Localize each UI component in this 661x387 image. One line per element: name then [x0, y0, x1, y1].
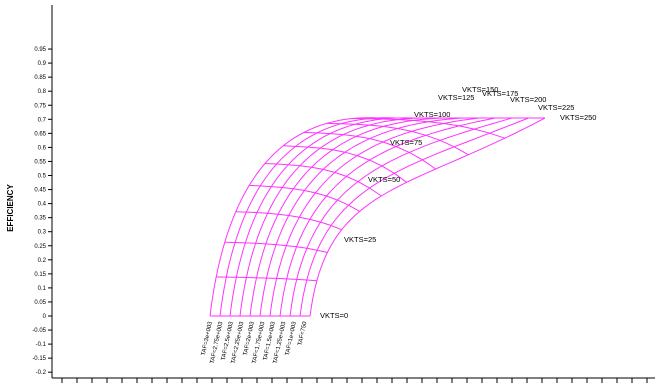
y-tick-label: 0.7 [38, 117, 47, 123]
velocity-label: VKTS=75 [390, 138, 422, 147]
y-axis-label: EFFICIENCY [6, 184, 15, 232]
y-tick-label: 0.85 [34, 75, 46, 81]
y-tick-label: 0.8 [38, 89, 47, 95]
velocity-label: VKTS=25 [344, 235, 376, 244]
velocity-label: VKTS=125 [438, 93, 474, 102]
y-tick-label: -0.1 [36, 342, 47, 348]
y-tick-label: -0.05 [32, 328, 46, 334]
velocity-labels: VKTS=0 VKTS=25 VKTS=50 VKTS=75 VKTS=100 VKTS=… [320, 85, 596, 320]
y-tick-label: -0.2 [36, 370, 47, 376]
y-tick-label: 0.75 [34, 103, 46, 109]
y-tick-label: 0.9 [38, 61, 47, 67]
y-tick-label: 0.45 [34, 188, 46, 194]
velocity-label: VKTS=250 [560, 113, 596, 122]
velocity-label: VKTS=100 [414, 110, 450, 119]
taf-column [249, 117, 447, 317]
taf-label: TAF=750 [298, 321, 309, 347]
taf-column [289, 117, 513, 317]
y-tick-label: 0.35 [34, 216, 46, 222]
velocity-label: VKTS=200 [510, 95, 546, 104]
velocity-label: VKTS=150 [462, 85, 498, 94]
y-tick-label: 0.65 [34, 131, 46, 137]
taf-column [219, 117, 397, 317]
taf-column [269, 117, 480, 317]
y-tick-label: 0.95 [34, 47, 46, 53]
velocity-row-vkts-100 [249, 184, 360, 212]
velocity-row-vkts-125 [264, 163, 382, 197]
y-tick-label: 0.15 [34, 272, 46, 278]
axes [51, 5, 655, 383]
velocity-label: VKTS=225 [538, 103, 574, 112]
taf-label: TAF=1e+003 [285, 321, 298, 357]
y-tick-label: 0.5 [38, 174, 47, 180]
y-tick-label: 0.6 [38, 145, 47, 151]
taf-column [309, 117, 546, 317]
y-tick-label: 0.1 [38, 286, 47, 292]
y-tick-label: 0.3 [38, 230, 47, 236]
taf-column [259, 117, 463, 317]
velocity-label: VKTS=175 [482, 89, 518, 98]
y-tick-label: 0 [43, 314, 47, 320]
taf-column [239, 117, 430, 317]
taf-column [299, 117, 529, 317]
y-tick-label: 0.25 [34, 244, 46, 250]
y-tick-label: 0.05 [34, 300, 46, 306]
y-ticks: 0.95 0.9 0.85 0.8 0.75 0.7 0.65 0.6 0.55 0.5 0.45 0… [32, 47, 52, 376]
y-tick-label: 0.55 [34, 159, 46, 165]
y-tick-label: 0.2 [38, 258, 47, 264]
taf-column [279, 117, 496, 317]
velocity-label: VKTS=0 [320, 311, 348, 320]
taf-labels: TAF=3e+003TAF=2.75e+003TAF=2.5e+003TAF=2… [201, 321, 309, 365]
y-tick-label: 0.4 [38, 202, 47, 208]
taf-column [229, 117, 414, 317]
taf-column [209, 117, 381, 317]
velocity-label: VKTS=50 [368, 175, 400, 184]
surface-mesh [209, 117, 546, 317]
y-tick-label: -0.15 [32, 356, 46, 362]
